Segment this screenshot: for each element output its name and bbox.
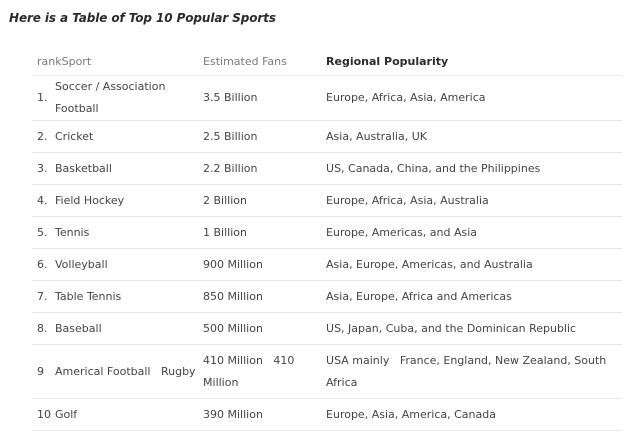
table-header-row: rankSport Estimated Fans Regional Popula… [32, 48, 622, 76]
sport-header: Sport [61, 54, 92, 68]
sport-cell: Table Tennis [55, 280, 204, 313]
table-row: 6. Volleyball 900 Million Asia, Europe, … [32, 248, 622, 281]
sport-cell: Soccer / Association Football [55, 75, 204, 121]
table-row: 5. Tennis 1 Billion Europe, Americas, an… [32, 216, 622, 249]
region-cell: Asia, Europe, Africa and Americas [326, 280, 622, 313]
rank-cell: 7. [32, 280, 55, 313]
fans-cell: 900 Million [203, 248, 327, 281]
rank-cell: 8. [32, 312, 55, 345]
fans-cell: 2 Billion [203, 184, 327, 217]
rank-cell: 1. [32, 75, 55, 121]
region-header: Regional Popularity [326, 48, 622, 76]
page-heading: Here is a Table of Top 10 Popular Sports [9, 11, 276, 25]
fans-cell: 2.2 Billion [203, 152, 327, 185]
sport-cell: Americal Football Rugby [55, 344, 204, 399]
region-cell: US, Canada, China, and the Philippines [326, 152, 622, 185]
rank-header: rank [37, 54, 62, 68]
sport-cell: Cricket [55, 120, 204, 153]
region-cell: US, Japan, Cuba, and the Dominican Repub… [326, 312, 622, 345]
region-cell: Europe, Africa, Asia, America [326, 75, 622, 121]
fans-cell: 500 Million [203, 312, 327, 345]
rank-cell: 9 [32, 344, 55, 399]
region-cell: Europe, Asia, America, Canada [326, 398, 622, 431]
table-row: 10 Golf 390 Million Europe, Asia, Americ… [32, 398, 622, 431]
sport-cell: Golf [55, 398, 204, 431]
sport-cell: Basketball [55, 152, 204, 185]
table-row: 7. Table Tennis 850 Million Asia, Europe… [32, 280, 622, 313]
fans-cell: 1 Billion [203, 216, 327, 249]
rank-cell: 4. [32, 184, 55, 217]
table-row: 4. Field Hockey 2 Billion Europe, Africa… [32, 184, 622, 217]
sports-table: rankSport Estimated Fans Regional Popula… [32, 48, 622, 431]
region-cell: Asia, Australia, UK [326, 120, 622, 153]
fans-cell: 3.5 Billion [203, 75, 327, 121]
fans-cell: 2.5 Billion [203, 120, 327, 153]
table-row: 3. Basketball 2.2 Billion US, Canada, Ch… [32, 152, 622, 185]
fans-cell: 410 Million 410 Million [203, 344, 327, 399]
sport-cell: Tennis [55, 216, 204, 249]
region-cell: Europe, Africa, Asia, Australia [326, 184, 622, 217]
region-cell: Europe, Americas, and Asia [326, 216, 622, 249]
fans-cell: 850 Million [203, 280, 327, 313]
fans-header: Estimated Fans [203, 48, 327, 76]
rank-sport-header: rankSport [32, 48, 204, 76]
sport-cell: Field Hockey [55, 184, 204, 217]
rank-cell: 5. [32, 216, 55, 249]
region-cell: Asia, Europe, Americas, and Australia [326, 248, 622, 281]
sport-cell: Baseball [55, 312, 204, 345]
table-row: 1. Soccer / Association Football 3.5 Bil… [32, 75, 622, 121]
sport-cell: Volleyball [55, 248, 204, 281]
table-row: 8. Baseball 500 Million US, Japan, Cuba,… [32, 312, 622, 345]
rank-cell: 3. [32, 152, 55, 185]
table-row: 9 Americal Football Rugby 410 Million 41… [32, 344, 622, 399]
rank-cell: 10 [32, 398, 55, 431]
rank-cell: 2. [32, 120, 55, 153]
table-row: 2. Cricket 2.5 Billion Asia, Australia, … [32, 120, 622, 153]
rank-cell: 6. [32, 248, 55, 281]
fans-cell: 390 Million [203, 398, 327, 431]
region-cell: USA mainly France, England, New Zealand,… [326, 344, 622, 399]
